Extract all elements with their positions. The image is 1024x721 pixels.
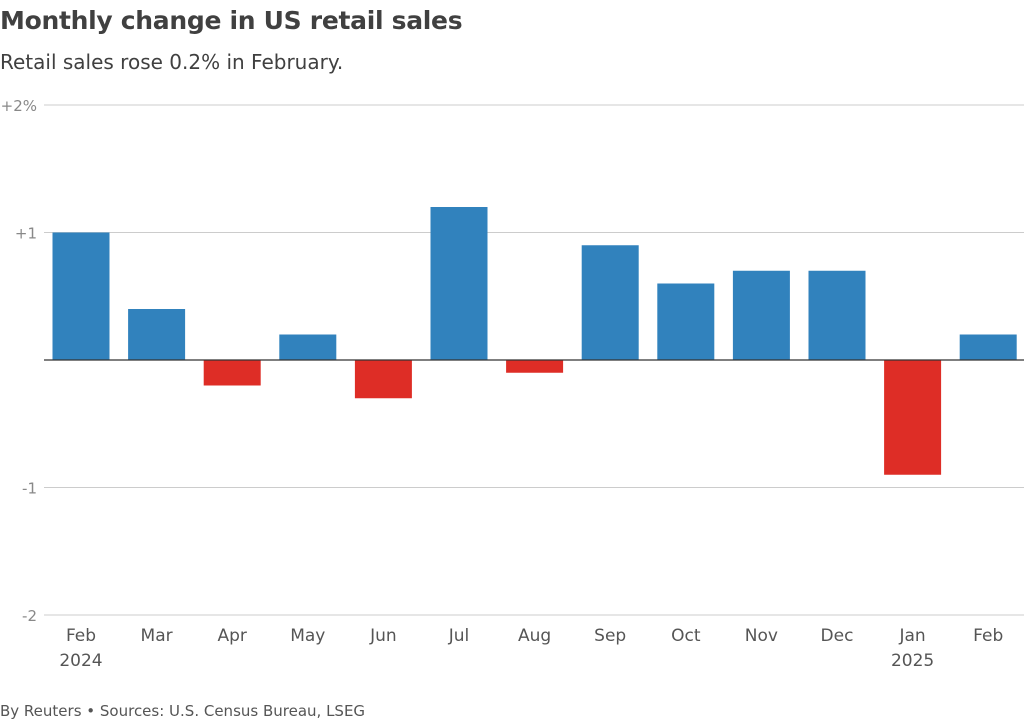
x-axis-ticks: Feb 2024 Mar Apr May Jun Jul Aug Sep Oct Nov Dec Jan… — [59, 626, 1003, 671]
y-tick-label: +2% — [1, 97, 37, 115]
bar — [959, 334, 1017, 360]
chart-subtitle: Retail sales rose 0.2% in February. — [0, 50, 344, 74]
bar — [808, 270, 866, 360]
y-tick-label: -1 — [22, 480, 37, 498]
x-tick-label: Sep — [594, 626, 626, 646]
bar — [279, 334, 337, 360]
bar — [203, 360, 261, 386]
y-tick-label: -2 — [22, 607, 37, 625]
x-tick-label: May — [290, 626, 325, 646]
x-tick-label: Nov — [745, 626, 778, 646]
bar — [430, 207, 488, 360]
bar — [657, 283, 715, 360]
chart-title: Monthly change in US retail sales — [0, 6, 463, 35]
bar — [52, 232, 110, 360]
bars — [52, 207, 1017, 475]
x-tick-year-label: 2025 — [891, 651, 934, 671]
bar — [128, 309, 186, 360]
x-tick-year-label: 2024 — [59, 651, 102, 671]
source-footer: By Reuters • Sources: U.S. Census Bureau… — [0, 702, 366, 720]
x-tick-label: Jun — [369, 626, 397, 646]
bar — [354, 360, 412, 399]
y-tick-label: +1 — [15, 225, 37, 243]
x-tick-label: Aug — [518, 626, 551, 646]
x-tick-label: Jul — [448, 626, 470, 646]
bar-chart: +2% +1 -1 -2 Feb 2024 Mar Apr May Jun Jul Aug Sep Oc… — [1, 97, 1024, 671]
bar — [884, 360, 942, 475]
bar — [581, 245, 639, 360]
x-tick-label: Oct — [671, 626, 701, 646]
x-tick-label: Feb — [973, 626, 1003, 646]
y-axis-ticks: +2% +1 -1 -2 — [1, 97, 37, 625]
x-tick-label: Apr — [217, 626, 246, 646]
x-tick-label: Mar — [141, 626, 173, 646]
gridlines — [44, 104, 1024, 616]
x-tick-label: Feb — [66, 626, 96, 646]
bar — [732, 270, 790, 360]
bar — [506, 360, 564, 373]
x-tick-label: Dec — [821, 626, 854, 646]
x-tick-label: Jan — [898, 626, 925, 646]
